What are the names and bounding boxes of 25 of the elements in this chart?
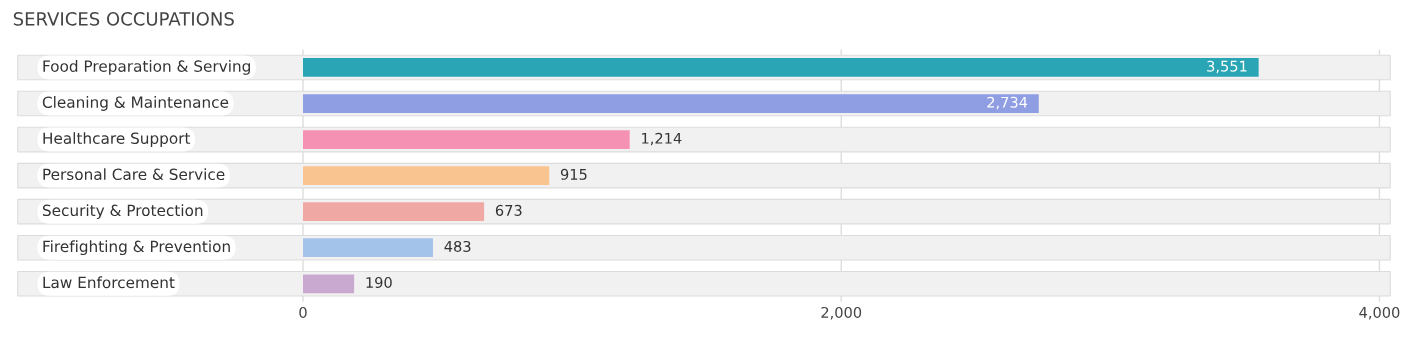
bar [303, 202, 485, 222]
bar [303, 58, 1259, 77]
data-label: 1,214 [642, 132, 682, 146]
y-tick-label: Law Enforcement [43, 276, 175, 289]
y-tick-label: Firefighting & Prevention [43, 240, 230, 256]
x-tick-label: 4,000 [1359, 306, 1400, 320]
y-tick-label: Healthcare Support [43, 132, 191, 147]
y-tick-label: Cleaning & Maintenance [42, 96, 229, 111]
bar [303, 94, 1039, 113]
data-label: 673 [495, 204, 522, 216]
y-tick-label: Food Preparation & Serving [43, 60, 250, 75]
data-label: 190 [366, 276, 392, 288]
data-label: 483 [444, 240, 471, 252]
y-tick-label: Personal Care & Service [43, 168, 225, 181]
data-label: 915 [560, 168, 587, 180]
x-tick-label: 2,000 [821, 306, 862, 320]
bar [303, 274, 355, 294]
x-tick-label: 0 [299, 306, 307, 318]
data-label: 2,734 [987, 96, 1028, 110]
chart-title: SERVICES OCCUPATIONS [13, 12, 234, 26]
bar [303, 166, 550, 185]
bar [303, 130, 630, 149]
bar [303, 238, 433, 258]
y-tick-label: Security & Protection [42, 204, 203, 220]
data-label: 3,551 [1207, 60, 1247, 74]
